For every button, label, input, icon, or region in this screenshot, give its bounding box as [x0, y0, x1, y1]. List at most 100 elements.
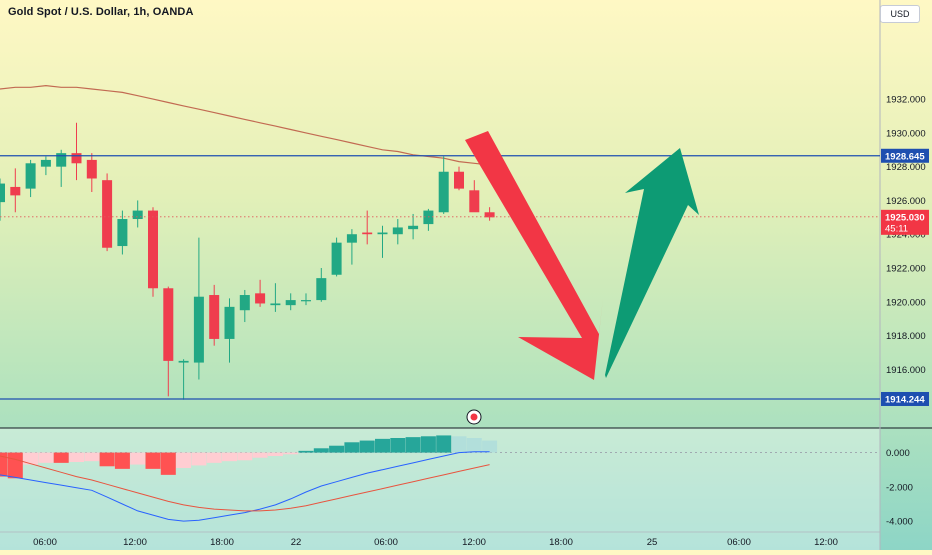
macd-line — [0, 451, 490, 522]
candle-body — [316, 278, 327, 301]
currency-button[interactable]: USD — [880, 5, 920, 23]
resistance-price-badge: 1928.645 — [885, 151, 925, 162]
macd-histogram-bar — [114, 452, 130, 469]
macd-histogram-bar — [313, 448, 329, 453]
macd-histogram-bar — [329, 445, 345, 453]
support-price-badge-bg — [881, 391, 929, 406]
candle-body — [454, 171, 464, 189]
macd-histogram-bar — [283, 452, 299, 455]
candle-body — [331, 242, 342, 275]
macd-histogram-bar — [160, 452, 176, 475]
candle-body — [255, 293, 266, 304]
macd-histogram-bar — [298, 450, 314, 453]
arrows-layer — [465, 131, 699, 380]
price-tick-label: 1920.000 — [886, 297, 926, 308]
up-arrow — [605, 148, 699, 378]
macd-histogram-bar — [69, 452, 84, 462]
moving-average-line — [0, 84, 490, 166]
candle-body — [193, 296, 204, 363]
replay-icon[interactable] — [466, 409, 482, 425]
macd-histogram-bar — [436, 435, 452, 453]
candle-body — [148, 210, 158, 289]
macd-histogram-bar — [267, 452, 283, 456]
candle-body — [0, 183, 5, 203]
candle-body — [56, 153, 67, 167]
price-tick-label: 1928.000 — [886, 162, 926, 173]
macd-histogram-bar — [466, 438, 482, 453]
macd-tick-label: -2.000 — [886, 482, 913, 493]
candle-body — [392, 227, 403, 235]
macd-histogram-bar — [7, 452, 23, 479]
macd-histogram-bar — [23, 452, 39, 465]
macd-histogram-bar — [359, 440, 375, 453]
price-tick-label: 1916.000 — [886, 365, 926, 376]
candle-body — [362, 232, 373, 235]
time-tick-label: 06:00 — [33, 537, 57, 548]
down-arrow — [465, 131, 603, 380]
macd-histogram-bar — [99, 452, 115, 467]
support-price-badge: 1914.244 — [885, 394, 925, 405]
price-tick-label: 1922.000 — [886, 264, 926, 275]
macd-histogram-bar — [482, 440, 498, 453]
macd-histogram-bar — [145, 452, 161, 469]
candle-body — [469, 190, 480, 213]
macd-histogram-bar — [344, 442, 360, 453]
resistance-price-badge-bg — [881, 148, 929, 163]
macd-histogram-bar — [252, 452, 268, 458]
candle-body — [408, 225, 419, 230]
candle-body — [40, 159, 51, 167]
macd-histogram-bar — [390, 438, 406, 453]
candles-layer — [0, 122, 495, 400]
candle-body — [285, 300, 296, 306]
axis-layer: 1932.000 1930.000 1928.000 1926.000 1924.000… — [33, 95, 929, 548]
macd-histogram-bar — [420, 436, 436, 453]
macd-histogram-bar — [176, 452, 192, 468]
signal-line — [0, 455, 490, 512]
price-tick-label: 1926.000 — [886, 196, 926, 207]
macd-histogram-bar — [451, 436, 467, 453]
candle-body — [301, 300, 311, 302]
macd-histogram-bar — [191, 452, 207, 466]
current-price-badge-bg — [881, 209, 929, 235]
current-price-badge: 1925.030 — [885, 212, 925, 223]
candle-body — [25, 163, 36, 189]
macd-histogram-bar — [206, 452, 222, 463]
candle-body — [178, 360, 189, 363]
candle-body — [438, 171, 449, 213]
candle-body — [270, 303, 281, 306]
time-tick-label: 18:00 — [210, 537, 234, 548]
candle-body — [86, 159, 97, 179]
chart-title: Gold Spot / U.S. Dollar, 1h, OANDA — [8, 6, 194, 18]
time-tick-label: 18:00 — [549, 537, 573, 548]
macd-histogram-bar — [222, 452, 237, 462]
macd-histogram-bar — [53, 452, 69, 463]
macd-histogram-bar — [237, 452, 253, 461]
price-tick-label: 1930.000 — [886, 128, 926, 139]
time-tick-label: 12:00 — [123, 537, 147, 548]
price-tick-label: 1932.000 — [886, 95, 926, 106]
price-tick-label: 1918.000 — [886, 331, 926, 342]
candle-body — [224, 306, 235, 339]
candle-body — [71, 153, 82, 164]
macd-histogram-bar — [405, 437, 421, 453]
macd-tick-label: -4.000 — [886, 517, 913, 528]
candle-body — [10, 186, 21, 196]
time-tick-label: 25 — [647, 537, 658, 548]
time-tick-label: 12:00 — [462, 537, 486, 548]
macd-histogram-bar — [130, 452, 146, 465]
candle-body — [102, 180, 113, 248]
candle-body — [132, 210, 143, 220]
macd-histogram-bar — [375, 438, 390, 453]
macd-histogram-bar — [84, 452, 100, 462]
levels-layer — [0, 155, 880, 400]
moving-average-layer — [0, 84, 490, 166]
time-tick-label: 22 — [291, 537, 302, 548]
candle-body — [423, 210, 434, 225]
time-tick-label: 12:00 — [814, 537, 838, 548]
countdown-label: 45:11 — [885, 223, 908, 234]
candle-body — [377, 232, 388, 235]
macd-histogram-bar — [38, 452, 54, 463]
candle-body — [163, 288, 174, 361]
